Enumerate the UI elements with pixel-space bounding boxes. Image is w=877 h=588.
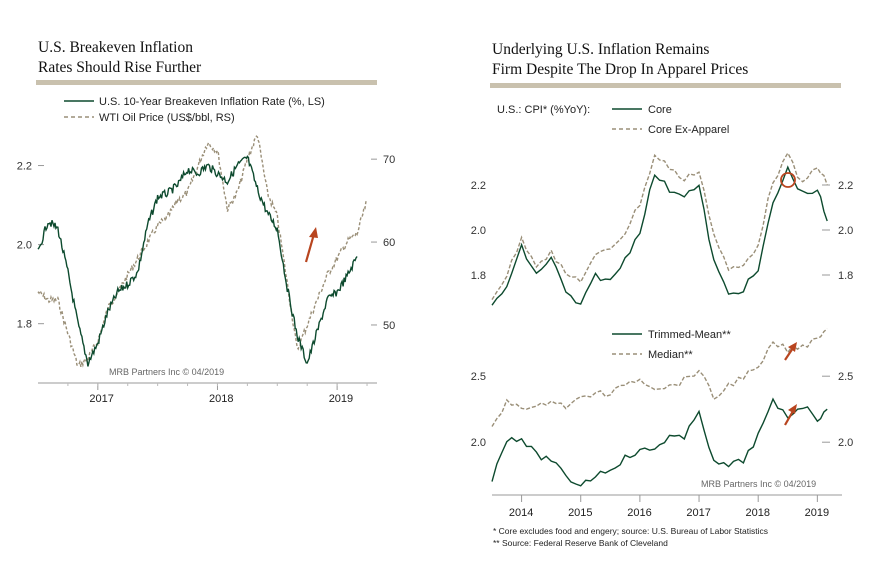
right-chart-title: Underlying U.S. Inflation Remains Firm D… [492,40,748,80]
left-title-line2: Rates Should Rise Further [38,59,202,76]
legend-label-breakeven: U.S. 10-Year Breakeven Inflation Rate (%… [99,96,325,108]
legend-label-wti: WTI Oil Price (US$/bbl, RS) [99,112,235,124]
left-plot-area [37,135,368,368]
left-legend: U.S. 10-Year Breakeven Inflation Rate (%… [64,96,325,124]
left-watermark: MRB Partners Inc © 04/2019 [109,367,224,377]
right-x-tick-label: 2014 [509,507,533,519]
upper-left-tick-label: 2.2 [471,180,486,192]
core-ex-apparel-line [491,151,828,300]
footnote-1: * Core excludes food and engery; source:… [493,526,768,536]
legend-label-core: Core [648,104,672,116]
lower-left-tick-label: 2.0 [471,437,486,449]
right-up-arrow-median [784,342,797,361]
left-y-tick-label: 2.2 [17,161,32,173]
right-axis-tick-label: 50 [383,320,395,332]
right-title-line1: Underlying U.S. Inflation Remains [492,41,710,58]
right-plot-area [491,151,828,487]
left-chart-title: U.S. Breakeven Inflation Rates Should Ri… [38,38,201,78]
right-x-tick-label: 2016 [627,507,651,519]
upper-left-tick-label: 1.8 [471,270,486,282]
left-x-tick-label: 2017 [89,393,113,405]
left-x-axis: 2017 2018 2019 [67,383,368,405]
cpi-label: U.S.: CPI* (%YoY): [497,104,590,116]
right-x-tick-label: 2019 [805,507,829,519]
left-arrow-head [309,227,318,238]
upper-right-tick-label: 2.0 [838,225,853,237]
left-y-axis: 2.2 2.0 1.8 70 60 50 [17,154,396,332]
left-title-rule [36,80,377,85]
left-y-tick-label: 2.0 [17,240,32,252]
right-y-axes: 2.2 2.2 2.0 2.0 1.8 1.8 2.5 2.5 2.0 2.0 [471,180,854,449]
left-y-tick-label: 1.8 [17,319,32,331]
lower-right-tick-label: 2.5 [838,371,853,383]
legend-label-median: Median** [648,349,693,361]
right-x-tick-label: 2018 [746,507,770,519]
trimmed-mean-line [491,397,828,487]
right-x-axis: 2014 2015 2016 2017 2018 2019 [509,495,829,519]
left-up-arrow [304,227,318,263]
right-x-tick-label: 2015 [568,507,592,519]
right-chart: U.S.: CPI* (%YoY): Core Core Ex-Apparel … [471,104,854,548]
right-watermark: MRB Partners Inc © 04/2019 [701,479,816,489]
legend-label-trimmed-mean: Trimmed-Mean** [648,329,731,341]
breakeven-line [37,155,358,367]
right-title-line2: Firm Despite The Drop In Apparel Prices [492,61,749,78]
right-title-rule [490,83,841,88]
right-axis-tick-label: 60 [383,237,395,249]
lower-right-tick-label: 2.0 [838,437,853,449]
right-upper-legend: U.S.: CPI* (%YoY): Core Core Ex-Apparel [497,104,729,136]
right-up-arrow-trimmed [784,404,797,426]
trimmed-arrow-shaft [784,410,794,426]
legend-label-core-ex-apparel: Core Ex-Apparel [648,124,729,136]
left-x-tick-label: 2019 [329,393,353,405]
wti-line [37,135,368,368]
upper-right-tick-label: 1.8 [838,270,853,282]
upper-right-tick-label: 2.2 [838,180,853,192]
upper-left-tick-label: 2.0 [471,225,486,237]
left-title-line1: U.S. Breakeven Inflation [38,39,193,56]
left-arrow-shaft [304,233,316,263]
highlight-circle [780,172,796,188]
median-line [491,328,828,427]
median-arrow-head [788,342,797,352]
trimmed-arrow-head [788,404,797,414]
right-axis-tick-label: 70 [383,154,395,166]
median-arrow-shaft [784,347,794,361]
core-line [491,165,828,306]
right-x-tick-label: 2017 [686,507,710,519]
lower-left-tick-label: 2.5 [471,371,486,383]
footnote-2: ** Source: Federal Reserve Bank of Cleve… [493,538,668,548]
left-x-tick-label: 2018 [209,393,233,405]
left-chart: U.S. 10-Year Breakeven Inflation Rate (%… [17,96,396,405]
right-lower-legend: Trimmed-Mean** Median** [612,329,731,361]
